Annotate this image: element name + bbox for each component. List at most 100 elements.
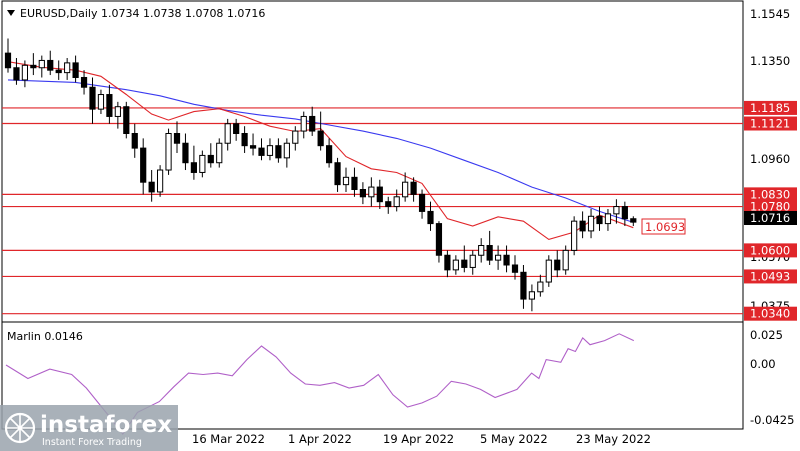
level-label: 1.0340 xyxy=(750,307,790,321)
bull-candle xyxy=(495,254,502,261)
bear-candle xyxy=(190,162,198,173)
bull-candle xyxy=(224,123,231,144)
level-label-box xyxy=(744,116,797,131)
bear-candle xyxy=(30,64,37,69)
bear-candle xyxy=(486,245,493,261)
price-tick: 1.1545 xyxy=(750,7,790,21)
bear-candle xyxy=(317,130,324,147)
level-label: 1.0493 xyxy=(750,269,790,283)
bull-candle xyxy=(393,196,400,208)
indicator-tick: -0.0425 xyxy=(750,413,794,427)
bull-candle xyxy=(292,130,299,144)
bear-candle xyxy=(275,145,282,159)
bull-candle xyxy=(469,254,476,268)
bull-candle xyxy=(64,62,71,74)
bull-candle xyxy=(97,94,105,110)
bull-candle xyxy=(613,206,620,215)
bear-candle xyxy=(80,76,88,88)
bull-candle xyxy=(402,181,409,198)
bear-candle xyxy=(579,220,586,232)
watermark-brand: instaforex xyxy=(40,412,172,438)
indicator-tick: 0.025 xyxy=(750,328,783,342)
bear-candle xyxy=(621,206,628,220)
bear-candle xyxy=(427,210,434,225)
bear-candle xyxy=(503,254,510,266)
indicator-header: Marlin 0.0146 xyxy=(7,330,83,343)
ma-value-label: 1.0693 xyxy=(645,220,685,234)
bull-candle xyxy=(571,220,578,251)
level-label-box xyxy=(744,269,797,284)
bear-candle xyxy=(55,69,62,74)
level-label: 1.0830 xyxy=(750,187,790,201)
bear-candle xyxy=(140,147,147,183)
bull-candle xyxy=(368,186,375,198)
level-label-box xyxy=(744,306,797,321)
bull-candle xyxy=(478,245,485,256)
time-label: 16 Mar 2022 xyxy=(192,432,265,446)
bear-candle xyxy=(258,147,265,156)
bull-candle xyxy=(545,259,552,283)
bear-candle xyxy=(131,132,138,149)
bear-candle xyxy=(173,132,181,144)
bull-candle xyxy=(342,176,350,186)
bull-candle xyxy=(165,132,172,171)
bear-candle xyxy=(359,189,366,198)
bear-candle xyxy=(410,181,417,195)
bull-candle xyxy=(528,291,535,300)
bear-candle xyxy=(444,254,451,271)
bull-candle xyxy=(157,169,164,193)
ma-value-box xyxy=(641,218,686,235)
chart-frame xyxy=(1,0,744,430)
bull-candle xyxy=(114,106,121,117)
instaforex-logo-icon xyxy=(4,412,36,444)
instaforex-watermark: instaforex Instant Forex Trading xyxy=(0,405,178,451)
bull-candle xyxy=(300,115,307,132)
bear-candle xyxy=(4,52,12,69)
bull-candle xyxy=(562,249,569,271)
current-price-box xyxy=(744,211,797,225)
bull-candle xyxy=(283,142,290,159)
level-label-box xyxy=(744,243,797,258)
bear-candle xyxy=(182,142,189,164)
bear-candle xyxy=(461,259,468,268)
bear-candle xyxy=(596,215,603,225)
price-axis[interactable]: 1.1545 1.1350 1.0960 1.0570 1.0375 xyxy=(750,7,790,313)
bear-candle xyxy=(351,176,358,191)
bear-candle xyxy=(326,145,333,164)
time-label: 23 May 2022 xyxy=(576,432,651,446)
symbol-header: EURUSD,Daily 1.0734 1.0738 1.0708 1.0716 xyxy=(20,7,265,20)
bear-candle xyxy=(385,201,392,208)
time-label: 5 May 2022 xyxy=(480,432,548,446)
bull-candle xyxy=(604,213,612,225)
level-label: 1.0780 xyxy=(750,200,790,214)
watermark-tagline: Instant Forex Trading xyxy=(42,437,142,448)
bear-candle xyxy=(47,59,54,71)
collapse-triangle-icon[interactable] xyxy=(7,10,15,16)
level-label-box xyxy=(744,100,797,115)
bear-candle xyxy=(106,94,113,117)
bear-candle xyxy=(233,123,240,134)
time-axis[interactable]: 16 Mar 2022 1 Apr 2022 19 Apr 2022 5 May… xyxy=(192,432,651,446)
level-label: 1.1185 xyxy=(750,101,790,115)
bull-candle xyxy=(537,281,544,293)
time-label: 1 Apr 2022 xyxy=(288,432,352,446)
bear-candle xyxy=(72,62,79,78)
bear-candle xyxy=(241,132,248,147)
bull-candle xyxy=(38,59,45,69)
level-label: 1.1121 xyxy=(750,117,790,131)
level-label-box xyxy=(744,199,797,214)
bull-candle xyxy=(587,215,595,232)
bull-candle xyxy=(216,142,223,164)
bear-candle xyxy=(89,86,96,110)
price-tick: 1.1350 xyxy=(750,54,790,68)
bear-candle xyxy=(207,154,214,164)
bull-candle xyxy=(452,259,459,271)
bear-candle xyxy=(435,223,443,256)
level-label: 1.0600 xyxy=(750,243,790,257)
bear-candle xyxy=(554,259,561,271)
bear-candle xyxy=(13,67,20,81)
bear-candle xyxy=(418,193,426,212)
time-label: 19 Apr 2022 xyxy=(383,432,454,446)
